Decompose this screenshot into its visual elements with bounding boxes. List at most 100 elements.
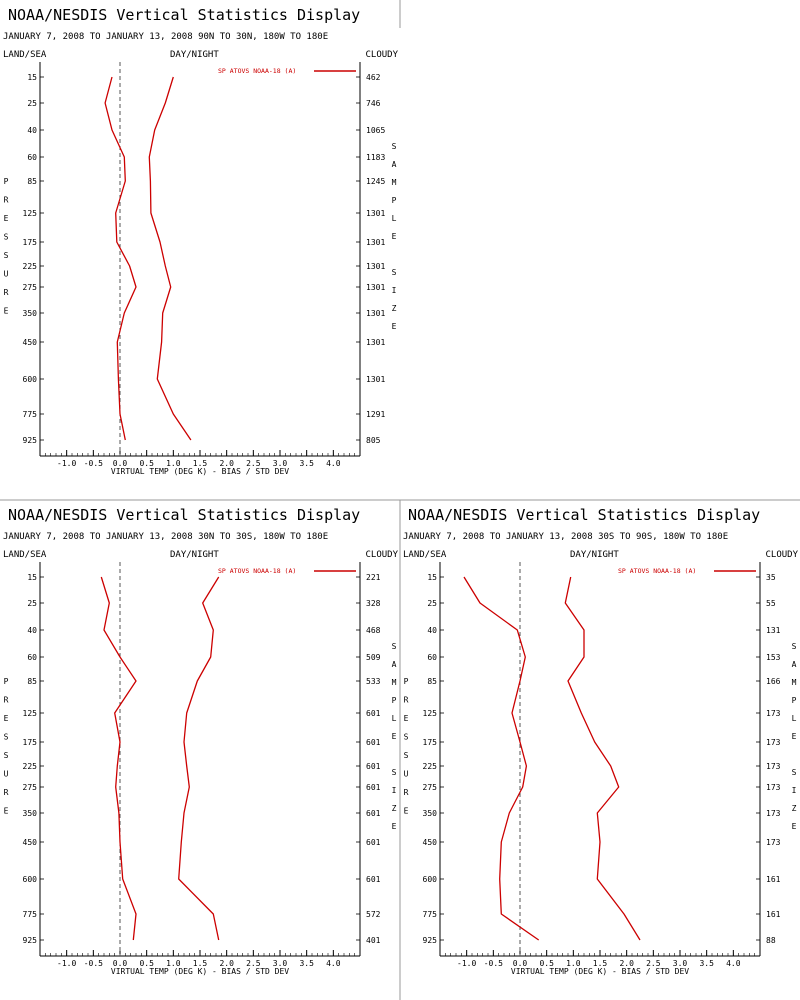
pressure-tick-label: 775 [423,910,438,919]
pressure-tick-label: 350 [23,809,38,818]
x-tick-label: 0.0 [513,959,528,968]
x-tick-label: 3.0 [273,959,288,968]
x-tick-label: 0.0 [113,959,128,968]
sample-size-label: 805 [366,436,381,445]
sample-size-label: 601 [366,738,381,747]
sample-size-label: 462 [366,73,381,82]
y-axis-label-letter: U [4,270,9,279]
pressure-tick-label: 25 [27,99,37,108]
sample-size-label: 1301 [366,262,385,271]
sample-size-label: 601 [366,709,381,718]
sample-size-label-letter: E [392,822,397,831]
y-axis-label-letter: S [4,751,9,760]
header-cloudy: CLOUDY [765,550,798,560]
x-tick-label: -0.5 [84,459,103,468]
sample-size-label-letter: Z [392,804,397,813]
pressure-tick-label: 85 [427,677,437,686]
x-tick-label: 0.5 [139,459,154,468]
pressure-tick-label: 225 [23,762,38,771]
pressure-tick-label: 40 [27,626,37,635]
chart-subtitle: JANUARY 7, 2008 TO JANUARY 13, 2008 30S … [403,532,728,542]
x-tick-label: 1.0 [166,459,181,468]
sample-size-label-letter: S [792,642,797,651]
sample-size-label-letter: E [392,232,397,241]
sample-size-label-letter: L [392,214,397,223]
x-axis-label: VIRTUAL TEMP (DEG K) - BIAS / STD DEV [111,967,289,976]
x-tick-label: 1.5 [593,959,608,968]
sample-size-label: 572 [366,910,381,919]
chart-panel-1: NOAA/NESDIS Vertical Statistics Display J… [3,6,399,476]
y-axis-label-letter: R [404,788,409,797]
std-dev-series-line [564,576,641,941]
sample-size-label: 601 [366,783,381,792]
sample-size-label: 401 [366,936,381,945]
pressure-tick-label: 15 [27,573,37,582]
y-axis-label-letter: E [404,714,409,723]
pressure-tick-label: 125 [423,709,438,718]
x-tick-label: 0.0 [113,459,128,468]
x-tick-label: 2.0 [219,459,234,468]
y-axis-label-letter: P [404,677,409,686]
pressure-tick-label: 85 [27,677,37,686]
x-tick-label: 1.0 [566,959,581,968]
sample-size-label-letter: I [392,786,397,795]
sample-size-label: 1245 [366,177,385,186]
sample-size-label-letter: M [392,178,397,187]
x-tick-label: 3.5 [299,959,314,968]
sample-size-label-letter: E [392,732,397,741]
pressure-tick-label: 350 [23,309,38,318]
pressure-tick-label: 60 [27,153,37,162]
sample-size-label-letter: P [792,696,797,705]
sample-size-label-letter: S [792,768,797,777]
y-axis-label-letter: S [404,751,409,760]
sample-size-label-letter: I [392,286,397,295]
pressure-tick-label: 450 [23,338,38,347]
y-axis-label-letter: R [4,788,9,797]
y-axis-label-letter: E [4,214,9,223]
sample-size-label: 1183 [366,153,385,162]
x-axis-label: VIRTUAL TEMP (DEG K) - BIAS / STD DEV [111,467,289,476]
sample-size-label: 601 [366,762,381,771]
header-cloudy: CLOUDY [365,50,398,60]
pressure-tick-label: 450 [23,838,38,847]
x-tick-label: 3.5 [299,459,314,468]
bias-series-line [463,576,540,941]
x-tick-label: 4.0 [726,959,741,968]
sample-size-label: 173 [766,709,781,718]
chart-title: NOAA/NESDIS Vertical Statistics Display [8,506,360,524]
legend-label: SP ATOVS NOAA-18 (A) [218,67,296,75]
sample-size-label-letter: E [792,822,797,831]
x-tick-label: 1.5 [193,959,208,968]
y-axis-label-letter: S [404,733,409,742]
pressure-tick-label: 125 [23,709,38,718]
sample-size-label-letter: M [392,678,397,687]
sample-size-label: 601 [366,875,381,884]
pressure-tick-label: 60 [27,653,37,662]
sample-size-label: 746 [366,99,381,108]
y-axis-label-letter: E [4,307,9,316]
sample-size-label-letter: A [392,660,397,669]
sample-size-label: 55 [766,599,776,608]
x-tick-label: 1.5 [193,459,208,468]
pressure-tick-label: 15 [427,573,437,582]
std-dev-series-line [178,576,220,941]
pressure-tick-label: 775 [23,410,38,419]
pressure-tick-label: 775 [23,910,38,919]
sample-size-label: 1301 [366,309,385,318]
bias-series-line [100,576,137,941]
sample-size-label-letter: A [392,160,397,169]
x-tick-label: -1.0 [57,959,76,968]
sample-size-label: 1301 [366,209,385,218]
sample-size-label-letter: P [392,196,397,205]
sample-size-label: 509 [366,653,381,662]
chart-panel-2: NOAA/NESDIS Vertical Statistics Display J… [3,506,399,976]
pressure-tick-label: 40 [27,126,37,135]
x-tick-label: -1.0 [457,959,476,968]
x-tick-label: -0.5 [484,959,503,968]
sample-size-label: 173 [766,783,781,792]
sample-size-label-letter: I [792,786,797,795]
legend-label: SP ATOVS NOAA-18 (A) [218,567,296,575]
